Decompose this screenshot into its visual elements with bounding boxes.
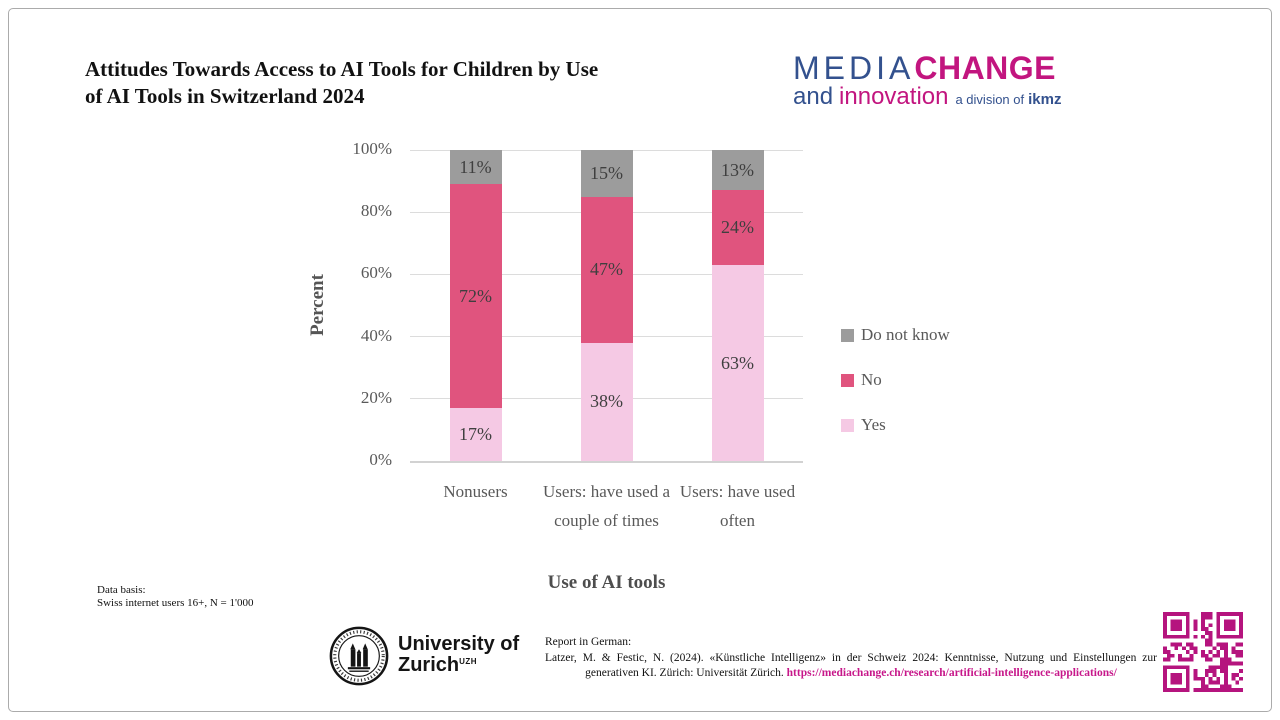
- page-title-line1: Attitudes Towards Access to AI Tools for…: [85, 57, 599, 81]
- citation-block: Report in German: Latzer, M. & Festic, N…: [545, 635, 1157, 682]
- uzh-logo: University of ZurichUZH: [328, 625, 519, 687]
- data-basis-note: Data basis: Swiss internet users 16+, N …: [97, 584, 253, 610]
- y-tick-label-60: 60%: [360, 263, 392, 283]
- legend-label: Yes: [861, 415, 886, 434]
- plot-area: 17% 72% 11% 38% 47% 15% 63% 24% 13%: [410, 149, 803, 463]
- stacked-bar-2: 38% 47% 15%: [580, 150, 633, 461]
- qr-code: [1163, 612, 1243, 692]
- legend-marker-icon: [841, 328, 854, 342]
- logo-ikmz-text: ikmz: [1028, 91, 1062, 108]
- y-tick-label-100: 100%: [352, 139, 392, 158]
- data-basis-line1: Data basis:: [97, 584, 146, 596]
- bar-segment-do-not-know: 11%: [449, 150, 502, 185]
- bar-value-label: 72%: [459, 285, 492, 306]
- stacked-bar-1: 17% 72% 11%: [449, 150, 502, 461]
- bar-segment-no: 24%: [711, 190, 764, 266]
- logo-and-text: and: [793, 83, 834, 110]
- uzh-sup-text: UZH: [459, 656, 478, 666]
- y-tick-label-0: 0%: [369, 450, 392, 469]
- uzh-wordmark: University of ZurichUZH: [398, 632, 520, 679]
- legend-marker-icon: [841, 418, 854, 432]
- legend-label: Do not know: [861, 325, 950, 344]
- logo-division-text: a division of: [955, 92, 1025, 107]
- bar-value-label: 63%: [721, 352, 754, 373]
- mediachange-logo-line2: and innovation a division of ikmz: [793, 85, 1133, 109]
- bar-value-label: 24%: [721, 217, 754, 238]
- citation-intro: Report in German:: [545, 636, 632, 648]
- gridline-100: [410, 149, 803, 151]
- category-label-2: Users: have used a couple of times: [543, 482, 670, 530]
- bar-segment-yes: 17%: [449, 408, 502, 461]
- uzh-seal-icon: [329, 626, 389, 686]
- chart-legend: Do not know No Yes: [841, 325, 950, 435]
- logo-innovation-text: innovation: [839, 83, 949, 110]
- y-axis-title: Percent: [307, 274, 328, 336]
- bar-segment-yes: 38%: [580, 342, 633, 461]
- category-label-1: Nonusers: [443, 482, 508, 501]
- mediachange-logo: MEDIACHANGE and innovation a division of…: [793, 52, 1133, 109]
- page-title: Attitudes Towards Access to AI Tools for…: [85, 56, 725, 110]
- bar-value-label: 17%: [459, 424, 492, 445]
- x-axis-title: Use of AI tools: [547, 572, 666, 593]
- legend-item-no: No: [841, 370, 950, 390]
- category-label-3: Users: have used often: [679, 482, 796, 530]
- stacked-bar-3: 63% 24% 13%: [711, 150, 764, 461]
- bar-value-label: 47%: [590, 259, 623, 280]
- legend-item-do-not-know: Do not know: [841, 325, 950, 345]
- legend-marker-icon: [841, 373, 854, 387]
- y-tick-label-40: 40%: [360, 325, 392, 345]
- y-tick-label-80: 80%: [360, 201, 392, 221]
- bar-segment-no: 47%: [580, 196, 633, 343]
- bar-value-label: 15%: [590, 162, 623, 183]
- uzh-wordmark-line1: University of: [398, 632, 520, 655]
- logo-media-text: MEDIA: [793, 50, 915, 86]
- legend-item-yes: Yes: [841, 415, 950, 435]
- mediachange-logo-line1: MEDIACHANGE: [793, 52, 1133, 84]
- citation-text: Latzer, M. & Festic, N. (2024). «Künstli…: [545, 652, 1157, 680]
- bar-segment-no: 72%: [449, 184, 502, 409]
- bar-segment-do-not-know: 13%: [711, 150, 764, 191]
- uzh-wordmark-line2: ZurichUZH: [398, 653, 478, 676]
- bar-segment-do-not-know: 15%: [580, 150, 633, 197]
- bar-segment-yes: 63%: [711, 265, 764, 461]
- page-title-line2: of AI Tools in Switzerland 2024: [85, 84, 365, 108]
- citation-link[interactable]: https://mediachange.ch/research/artifici…: [786, 667, 1117, 680]
- data-basis-line2: Swiss internet users 16+, N = 1'000: [97, 597, 254, 609]
- bar-value-label: 11%: [459, 156, 492, 177]
- legend-label: No: [861, 370, 882, 389]
- bar-value-label: 13%: [721, 159, 754, 180]
- gridline-0: [410, 460, 803, 463]
- y-tick-label-20: 20%: [360, 387, 392, 407]
- bar-value-label: 38%: [590, 391, 623, 412]
- logo-change-text: CHANGE: [914, 50, 1057, 86]
